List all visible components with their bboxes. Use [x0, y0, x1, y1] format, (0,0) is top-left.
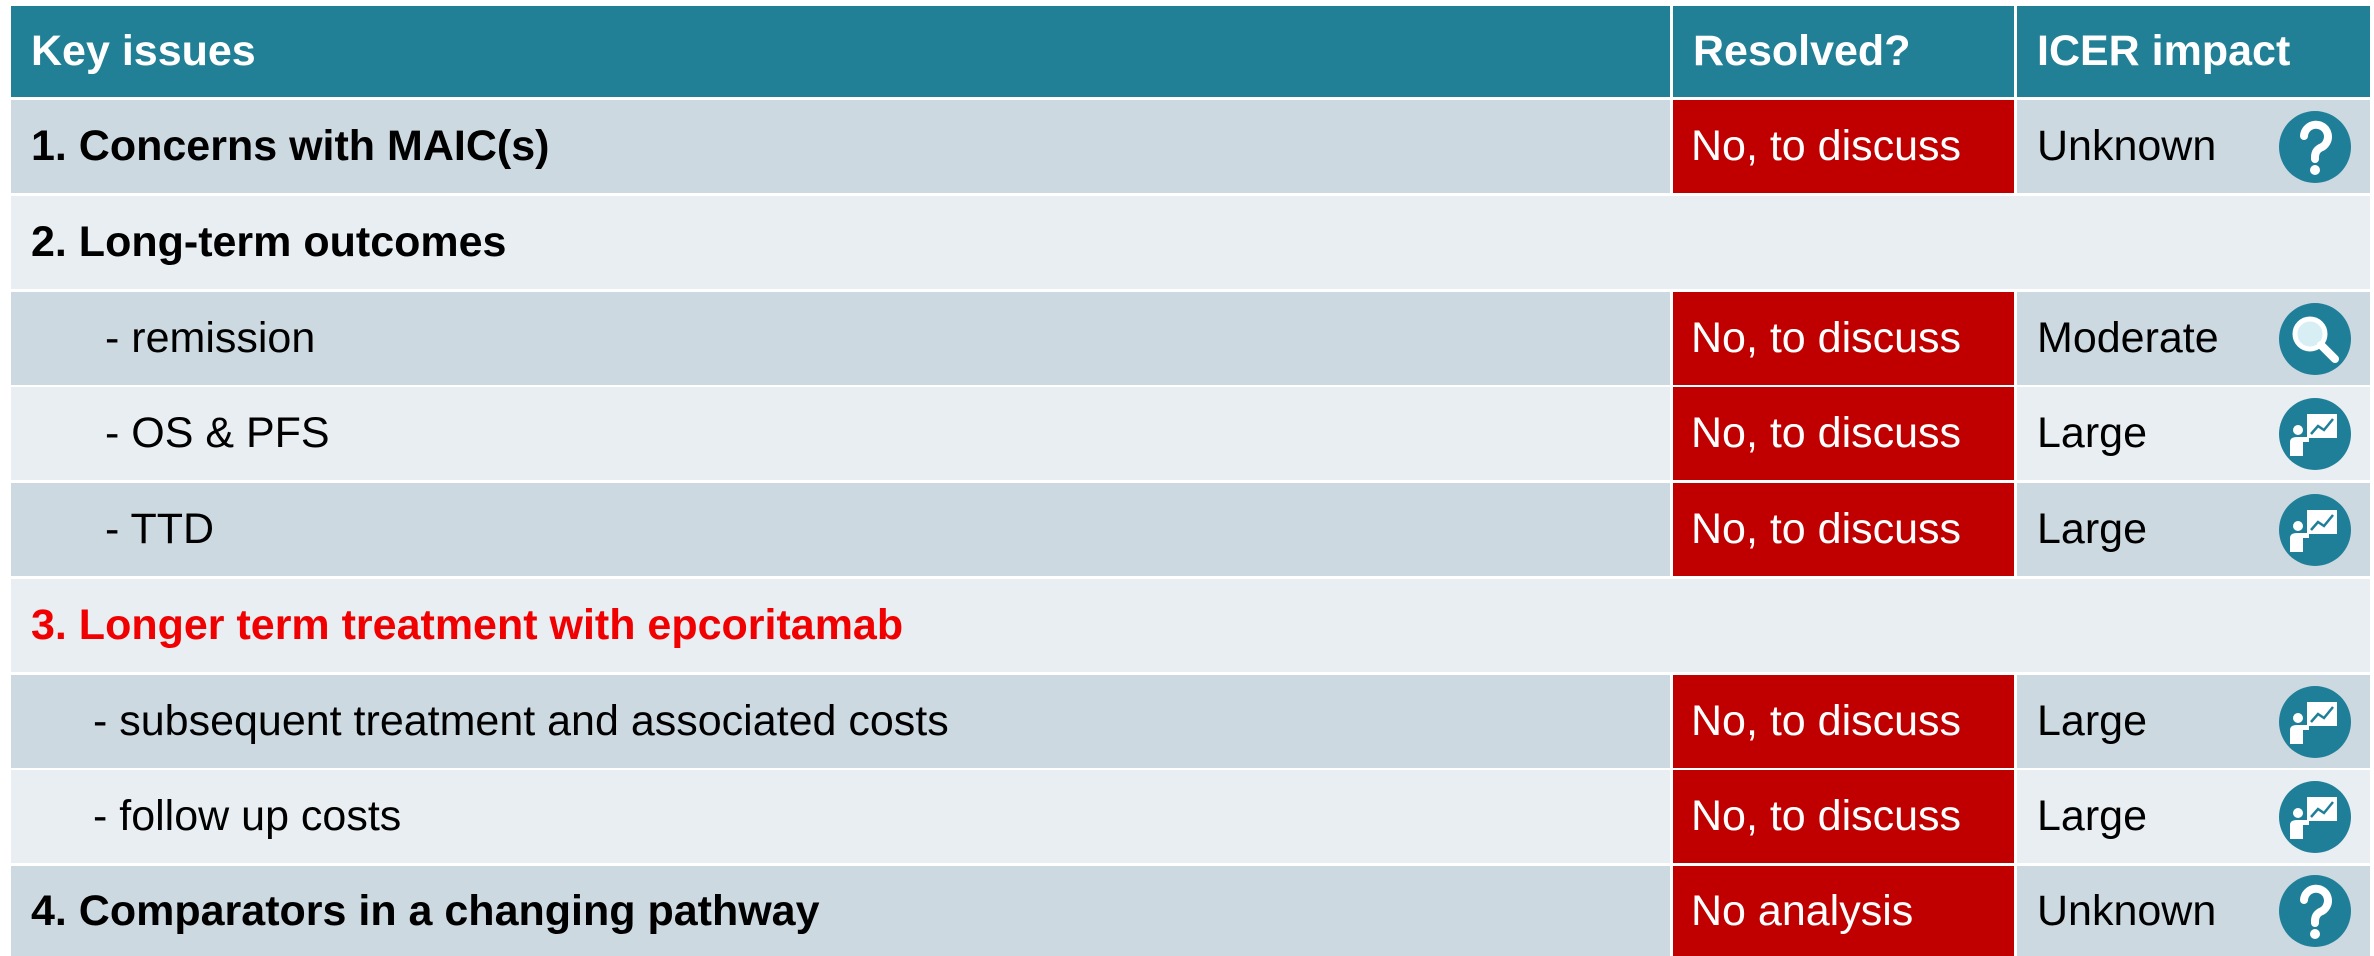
- resolved-cell: No analysis: [1673, 866, 2014, 956]
- header-cell: Key issues: [11, 6, 1670, 97]
- presenter-icon: [2278, 493, 2352, 567]
- resolved-cell: No, to discuss: [1673, 483, 2014, 576]
- resolved-cell: No, to discuss: [1673, 675, 2014, 768]
- header-cell: ICER impact: [2017, 6, 2370, 97]
- issue-cell: - remission: [11, 292, 1670, 385]
- issue-cell: - TTD: [11, 483, 1670, 576]
- header-cell: Resolved?: [1673, 6, 2014, 97]
- presenter-icon: [2278, 780, 2352, 854]
- issue-cell: - subsequent treatment and associated co…: [11, 675, 1670, 768]
- resolved-cell: No, to discuss: [1673, 387, 2014, 480]
- question-icon: [2278, 110, 2352, 184]
- resolved-cell: No, to discuss: [1673, 770, 2014, 863]
- section-cell: 2. Long-term outcomes: [11, 196, 2370, 289]
- issue-cell: 1. Concerns with MAIC(s): [11, 100, 1670, 193]
- issue-cell: - OS & PFS: [11, 387, 1670, 480]
- issue-cell: - follow up costs: [11, 770, 1670, 863]
- resolved-cell: No, to discuss: [1673, 292, 2014, 385]
- resolved-cell: No, to discuss: [1673, 100, 2014, 193]
- section-cell: 3. Longer term treatment with epcoritama…: [11, 579, 2370, 672]
- presenter-icon: [2278, 397, 2352, 471]
- magnifier-icon: [2278, 302, 2352, 376]
- issue-cell: 4. Comparators in a changing pathway: [11, 866, 1670, 956]
- presenter-icon: [2278, 685, 2352, 759]
- question-icon: [2278, 874, 2352, 948]
